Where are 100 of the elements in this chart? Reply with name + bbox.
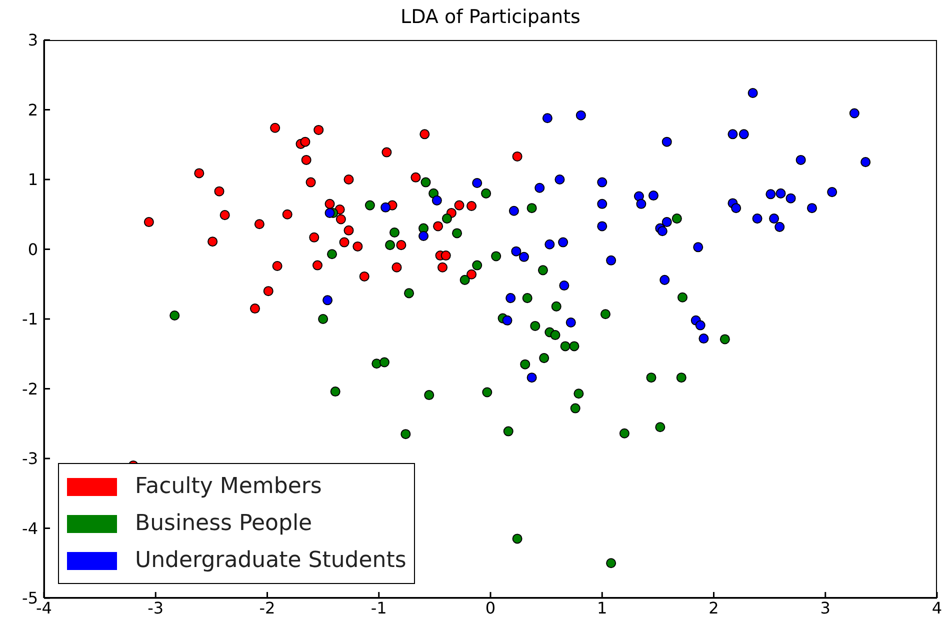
point (660, 274, 670, 285)
point (693, 242, 704, 252)
legend-label: Faculty Members (135, 474, 322, 499)
y-tick-label: 3 (28, 30, 38, 50)
point (860, 157, 871, 168)
point (731, 203, 742, 214)
point (270, 122, 280, 133)
point (263, 286, 274, 296)
point (344, 174, 354, 185)
legend-label: Undergraduate Students (135, 548, 406, 573)
point (695, 320, 706, 330)
point (522, 293, 532, 304)
point (672, 214, 682, 224)
point (698, 334, 709, 344)
point (472, 260, 482, 270)
point (466, 269, 477, 280)
point (570, 403, 580, 414)
x-tick-label: -2 (259, 598, 276, 618)
point (597, 198, 608, 209)
point (526, 372, 537, 383)
point (574, 388, 584, 399)
point (309, 232, 320, 242)
point (344, 225, 354, 236)
point (539, 353, 550, 364)
point (728, 129, 738, 140)
point (503, 426, 514, 436)
point (606, 255, 616, 266)
y-tick-label: 1 (28, 170, 38, 190)
point (379, 357, 390, 368)
point (619, 428, 630, 438)
point (677, 292, 688, 302)
point (326, 249, 338, 260)
point (748, 88, 758, 98)
point (301, 154, 312, 165)
point (420, 177, 431, 188)
point (526, 203, 537, 214)
y-tick-label: -2 (22, 379, 38, 398)
y-tick-label: 2 (28, 100, 38, 120)
point (170, 310, 180, 321)
point (576, 110, 586, 120)
point (460, 274, 470, 285)
point (491, 251, 502, 262)
point (597, 221, 608, 232)
point (330, 386, 340, 397)
point (318, 314, 328, 324)
point (364, 200, 375, 210)
point (208, 236, 218, 247)
point (272, 260, 282, 271)
point (466, 201, 477, 212)
point (774, 222, 785, 232)
point (542, 113, 552, 124)
point (440, 250, 451, 261)
point (550, 330, 560, 340)
point (512, 151, 522, 162)
x-tick-label: -1 (370, 598, 387, 618)
point (214, 186, 224, 196)
point (452, 228, 462, 238)
chart-title: LDA of Participants (400, 6, 582, 28)
point (551, 301, 562, 312)
point (432, 195, 442, 206)
point (420, 129, 430, 140)
point (410, 172, 421, 182)
point (738, 129, 749, 140)
point (648, 190, 658, 201)
point (849, 108, 860, 118)
point (324, 198, 335, 209)
y-tick-label: 0 (28, 240, 38, 259)
point (144, 217, 154, 228)
x-tick-label: 3 (820, 598, 830, 618)
point (442, 214, 452, 224)
point (796, 154, 806, 165)
point (380, 202, 391, 212)
point (558, 237, 568, 248)
x-tick-label: 2 (708, 598, 719, 618)
point (676, 372, 686, 383)
y-tick-label: -4 (22, 518, 38, 538)
point (752, 214, 762, 224)
point (566, 317, 576, 328)
x-tick-label: 4 (932, 598, 942, 618)
point (404, 288, 414, 298)
point (385, 240, 396, 250)
point (636, 198, 646, 209)
point (220, 210, 230, 220)
point (322, 295, 333, 306)
point (339, 237, 350, 248)
point (502, 315, 512, 326)
point (508, 206, 519, 216)
point (657, 226, 668, 236)
point (454, 200, 464, 210)
y-tick-label: -1 (22, 310, 38, 329)
point (437, 262, 448, 272)
point (400, 429, 411, 440)
point (606, 558, 616, 568)
point (254, 219, 264, 230)
x-tick-label: -3 (148, 598, 164, 618)
point (424, 390, 434, 400)
point (396, 240, 406, 250)
point (359, 271, 370, 282)
point (389, 228, 400, 238)
point (559, 280, 570, 291)
